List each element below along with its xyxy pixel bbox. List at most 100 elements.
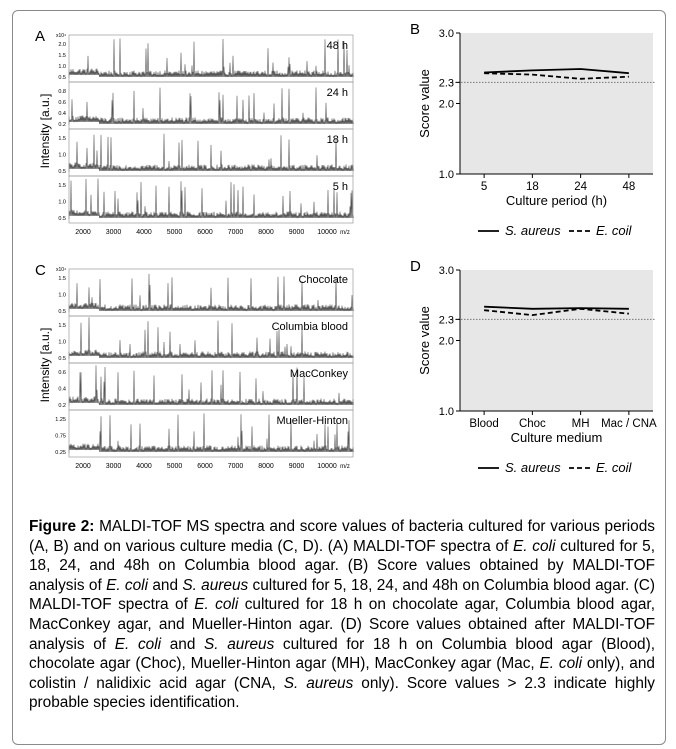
- spectrum-strip: [68, 409, 354, 458]
- y-tick-label: 1.5: [58, 136, 66, 142]
- legend-label-s-aureus: S. aureus: [505, 460, 561, 475]
- spectrum-trace: [68, 87, 354, 125]
- x-tick-label: 4000: [136, 229, 152, 236]
- y-tick-label: 0.5: [58, 216, 66, 222]
- x-tick-label: 3000: [106, 229, 122, 236]
- x-tick-label: 18: [526, 181, 539, 193]
- spectrum-trace: [68, 413, 354, 453]
- panel-label-b: B: [410, 21, 420, 38]
- caption-text: cultured for 5, 18, 24, and 48h on Colum…: [29, 576, 655, 614]
- spectrum-trace: [68, 178, 354, 219]
- x-tick-label: 2000: [75, 229, 91, 236]
- caption-text: cultured for 5, 18, 24, and 48h on Colum…: [29, 537, 655, 594]
- y-tick-label: 2.0: [439, 99, 454, 111]
- y-tick-label: 1.5: [58, 276, 66, 282]
- strip-label: 5 h: [333, 181, 348, 193]
- y-tick-label: 0.5: [58, 169, 66, 175]
- panel-label-a: A: [35, 28, 45, 45]
- y-tick-label: 1.0: [58, 200, 66, 206]
- caption-text: cultured for 18 h on Columbia blood agar…: [29, 635, 655, 673]
- y-tick-label: 1.0: [439, 406, 454, 418]
- caption-text: cultured for 18 h on chocolate agar, Col…: [29, 596, 655, 653]
- y-tick-label: 0.4: [58, 111, 66, 117]
- figure-caption: Figure 2: MALDI-TOF MS spectra and score…: [29, 517, 655, 713]
- caption-body: MALDI-TOF MS spectra and score values of…: [29, 518, 655, 711]
- series-line-e-coli: [484, 72, 629, 80]
- y-tick-label: 2.0: [58, 42, 66, 48]
- x-tick-label: Mac / CNA: [601, 418, 657, 430]
- x-tick-label: 5: [481, 181, 487, 193]
- y-tick-label: 1.5: [58, 53, 66, 59]
- x-tick-label: 2000: [75, 463, 91, 470]
- y-axis-label-b: Score value: [417, 69, 432, 138]
- caption-species-name: S. aureus: [204, 635, 275, 653]
- legend-label-e-coli: E. coil: [596, 223, 633, 238]
- caption-text: and: [161, 635, 205, 653]
- x-tick-label: 8000: [258, 229, 274, 236]
- y-tick-label: 1.0: [58, 153, 66, 159]
- x-tick-label: 6000: [197, 229, 213, 236]
- y-tick-label: 0.5: [58, 356, 66, 362]
- series-line-e-coli: [484, 307, 629, 317]
- x-tick-label: 7000: [228, 463, 244, 470]
- caption-species-name: E. coli: [106, 576, 149, 594]
- y-tick-label: 2.3: [439, 77, 454, 89]
- scale-label-c: x10⁴: [56, 267, 66, 273]
- y-tick-label: 1.25: [55, 417, 66, 423]
- strip-label: 18 h: [327, 134, 348, 146]
- x-axis-label-d: Culture medium: [511, 430, 603, 445]
- y-tick-label: 1.5: [58, 183, 66, 189]
- strip-label: Columbia blood: [272, 321, 348, 333]
- caption-text: only). Score values > 2.3 indicate highl…: [29, 674, 655, 712]
- x-tick-label: Blood: [469, 418, 498, 430]
- scale-label-a: x10⁴: [56, 33, 66, 39]
- x-unit-label: m/z: [340, 230, 350, 236]
- x-tick-label: 10000: [317, 463, 337, 470]
- y-tick-label: 0.5: [58, 75, 66, 81]
- strip-label: Chocolate: [298, 274, 348, 286]
- caption-text: only), and colistin / nalidixic acid aga…: [29, 655, 655, 692]
- x-axis-label-b: Culture period (h): [506, 193, 607, 208]
- x-tick-label: 5000: [167, 229, 183, 236]
- y-tick-label: 0.2: [58, 122, 66, 128]
- caption-text: and: [148, 576, 183, 594]
- y-tick-label: 0.4: [58, 387, 66, 393]
- spectrum-trace: [68, 365, 354, 406]
- y-tick-label: 1.5: [58, 323, 66, 329]
- caption-species-name: E. coli: [513, 537, 556, 555]
- spectrum-strip: [68, 175, 354, 224]
- spectrum-trace: [68, 273, 354, 312]
- y-axis-label-a: Intensity [a.u.]: [38, 94, 52, 169]
- y-tick-label: 0.25: [55, 450, 66, 456]
- x-tick-label: 24: [574, 181, 587, 193]
- strip-label: 24 h: [327, 87, 348, 99]
- x-tick-label: 9000: [289, 463, 305, 470]
- series-line-s-aureus: [484, 305, 629, 310]
- caption-species-name: S. aureus: [283, 674, 354, 692]
- x-tick-label: 10000: [317, 229, 337, 236]
- y-tick-label: 1.0: [58, 293, 66, 299]
- y-tick-label: 1.0: [439, 169, 454, 181]
- caption-species-name: E. coli: [114, 635, 162, 653]
- y-tick-label: 1.0: [58, 64, 66, 70]
- y-tick-label: 0.2: [58, 403, 66, 409]
- caption-species-name: E. coli: [539, 655, 582, 673]
- panel-label-d: D: [410, 258, 421, 275]
- y-tick-label: 2.3: [439, 314, 454, 326]
- y-tick-label: 0.5: [58, 309, 66, 315]
- x-tick-label: 8000: [258, 463, 274, 470]
- y-tick-label: 1.0: [58, 340, 66, 346]
- spectrum-trace: [68, 133, 354, 172]
- caption-text: MALDI-TOF MS spectra and score values of…: [29, 518, 655, 555]
- x-tick-label: 6000: [197, 463, 213, 470]
- plot-area: [460, 33, 653, 174]
- caption-species-name: S. aureus: [182, 576, 249, 594]
- x-tick-label: 4000: [136, 463, 152, 470]
- y-tick-label: 0.8: [58, 89, 66, 95]
- spectrum-trace: [68, 317, 354, 359]
- strip-label: Mueller-Hinton: [276, 415, 348, 427]
- y-tick-label: 0.6: [58, 370, 66, 376]
- caption-title: Figure 2:: [29, 518, 95, 535]
